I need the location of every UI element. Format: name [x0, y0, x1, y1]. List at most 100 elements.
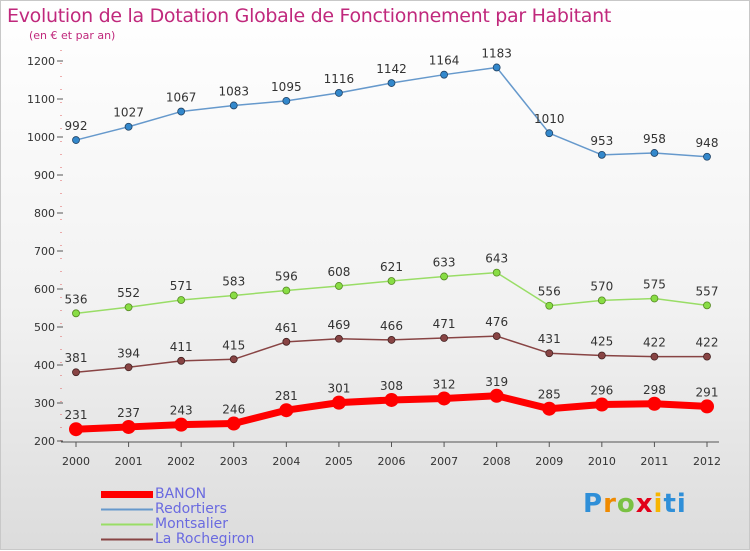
- data-label-banon: 281: [275, 389, 298, 403]
- data-label-banon: 296: [590, 384, 613, 398]
- x-tick-label: 2002: [167, 455, 195, 468]
- data-label-banon: 237: [117, 406, 140, 420]
- y-tick-label: 400: [34, 359, 55, 372]
- y-tick-label: 700: [34, 245, 55, 258]
- data-point-la-rochegiron: [282, 337, 291, 346]
- data-label-montsalier: 552: [117, 286, 140, 300]
- x-tick-label: 2004: [272, 455, 300, 468]
- data-point-banon: [594, 397, 609, 412]
- data-label-montsalier: 571: [170, 279, 193, 293]
- data-label-montsalier: 608: [327, 265, 350, 279]
- data-point-redortiers: [650, 149, 659, 157]
- x-tick-label: 2001: [115, 455, 143, 468]
- data-point-montsalier: [177, 296, 186, 304]
- data-point-montsalier: [72, 309, 80, 318]
- data-label-banon: 308: [380, 379, 403, 393]
- logo-letter: P: [583, 489, 604, 519]
- data-label-montsalier: 643: [485, 252, 508, 266]
- x-tick-label: 2012: [693, 455, 721, 468]
- data-point-la-rochegiron: [177, 356, 186, 365]
- logo-letter: r: [603, 489, 617, 519]
- data-label-montsalier: 556: [538, 285, 561, 299]
- logo-letter: ti: [663, 489, 687, 519]
- data-label-montsalier: 557: [696, 284, 719, 298]
- y-tick-label: 600: [34, 283, 55, 296]
- legend-item-la-rochegiron: La Rochegiron: [101, 532, 254, 547]
- data-point-banon: [279, 403, 294, 418]
- y-tick-label: 800: [34, 207, 55, 220]
- data-point-montsalier: [124, 303, 133, 312]
- data-point-banon: [700, 399, 714, 414]
- data-point-redortiers: [229, 101, 238, 110]
- data-label-la-rochegiron: 415: [222, 338, 245, 352]
- data-point-redortiers: [124, 122, 133, 131]
- data-point-la-rochegiron: [650, 352, 659, 361]
- x-tick-label: 2003: [220, 455, 248, 468]
- data-label-redortiers: 1095: [271, 80, 302, 94]
- data-point-redortiers: [335, 89, 343, 97]
- data-label-redortiers: 1183: [481, 46, 512, 60]
- data-label-la-rochegiron: 425: [590, 335, 613, 349]
- y-tick-label: 500: [34, 321, 55, 334]
- chart-legend: BANON Redortiers Montsalier La Rochegiro…: [101, 487, 254, 547]
- data-point-la-rochegiron: [492, 332, 501, 341]
- data-point-banon: [226, 416, 241, 431]
- data-point-banon: [331, 395, 346, 410]
- data-point-redortiers: [72, 136, 80, 144]
- data-point-banon: [384, 392, 399, 407]
- data-label-la-rochegiron: 476: [485, 315, 508, 329]
- data-point-redortiers: [597, 150, 606, 159]
- data-point-montsalier: [282, 286, 291, 295]
- data-point-redortiers: [703, 152, 711, 161]
- data-point-redortiers: [545, 129, 554, 138]
- data-point-montsalier: [492, 268, 501, 277]
- data-label-redortiers: 1083: [218, 84, 249, 98]
- data-label-banon: 312: [433, 377, 456, 391]
- data-label-la-rochegiron: 469: [327, 318, 350, 332]
- data-label-banon: 319: [485, 375, 508, 389]
- data-point-la-rochegiron: [597, 351, 606, 360]
- data-label-montsalier: 621: [380, 260, 403, 274]
- data-point-banon: [647, 396, 662, 411]
- data-point-la-rochegiron: [229, 355, 238, 364]
- x-tick-label: 2009: [535, 455, 563, 468]
- x-tick-label: 2007: [430, 455, 458, 468]
- x-tick-label: 2008: [483, 455, 511, 468]
- data-label-redortiers: 992: [65, 119, 88, 133]
- data-label-banon: 291: [696, 385, 719, 399]
- data-point-la-rochegiron: [335, 334, 343, 343]
- data-point-la-rochegiron: [440, 334, 448, 342]
- y-tick-label: 1000: [27, 131, 55, 144]
- data-label-la-rochegiron: 471: [433, 317, 456, 331]
- data-point-montsalier: [650, 294, 659, 303]
- data-point-banon: [542, 401, 557, 416]
- data-point-redortiers: [492, 63, 501, 72]
- data-point-la-rochegiron: [124, 363, 133, 372]
- data-label-la-rochegiron: 466: [380, 319, 403, 333]
- data-point-la-rochegiron: [545, 349, 554, 358]
- data-label-la-rochegiron: 394: [117, 346, 140, 360]
- data-label-montsalier: 575: [643, 278, 666, 292]
- legend-label-banon: BANON: [155, 486, 207, 502]
- legend-swatch-montsalier: [101, 523, 153, 526]
- data-point-banon: [121, 419, 136, 434]
- legend-label-montsalier: Montsalier: [155, 516, 229, 532]
- data-label-redortiers: 953: [590, 134, 613, 148]
- data-label-redortiers: 1142: [376, 62, 407, 76]
- logo-letter: x: [635, 489, 654, 519]
- y-tick-label: 1100: [27, 93, 55, 106]
- data-label-montsalier: 633: [433, 255, 456, 269]
- legend-swatch-redortiers: [101, 508, 153, 511]
- y-tick-label: 200: [34, 435, 55, 448]
- data-label-banon: 285: [538, 388, 561, 402]
- data-point-banon: [437, 391, 452, 406]
- data-point-banon: [69, 422, 83, 437]
- logo-letter: o: [616, 489, 636, 519]
- data-label-banon: 231: [65, 408, 88, 422]
- x-tick-label: 2010: [588, 455, 616, 468]
- data-point-banon: [174, 417, 189, 432]
- data-label-redortiers: 1027: [113, 106, 144, 120]
- data-label-banon: 243: [170, 404, 193, 418]
